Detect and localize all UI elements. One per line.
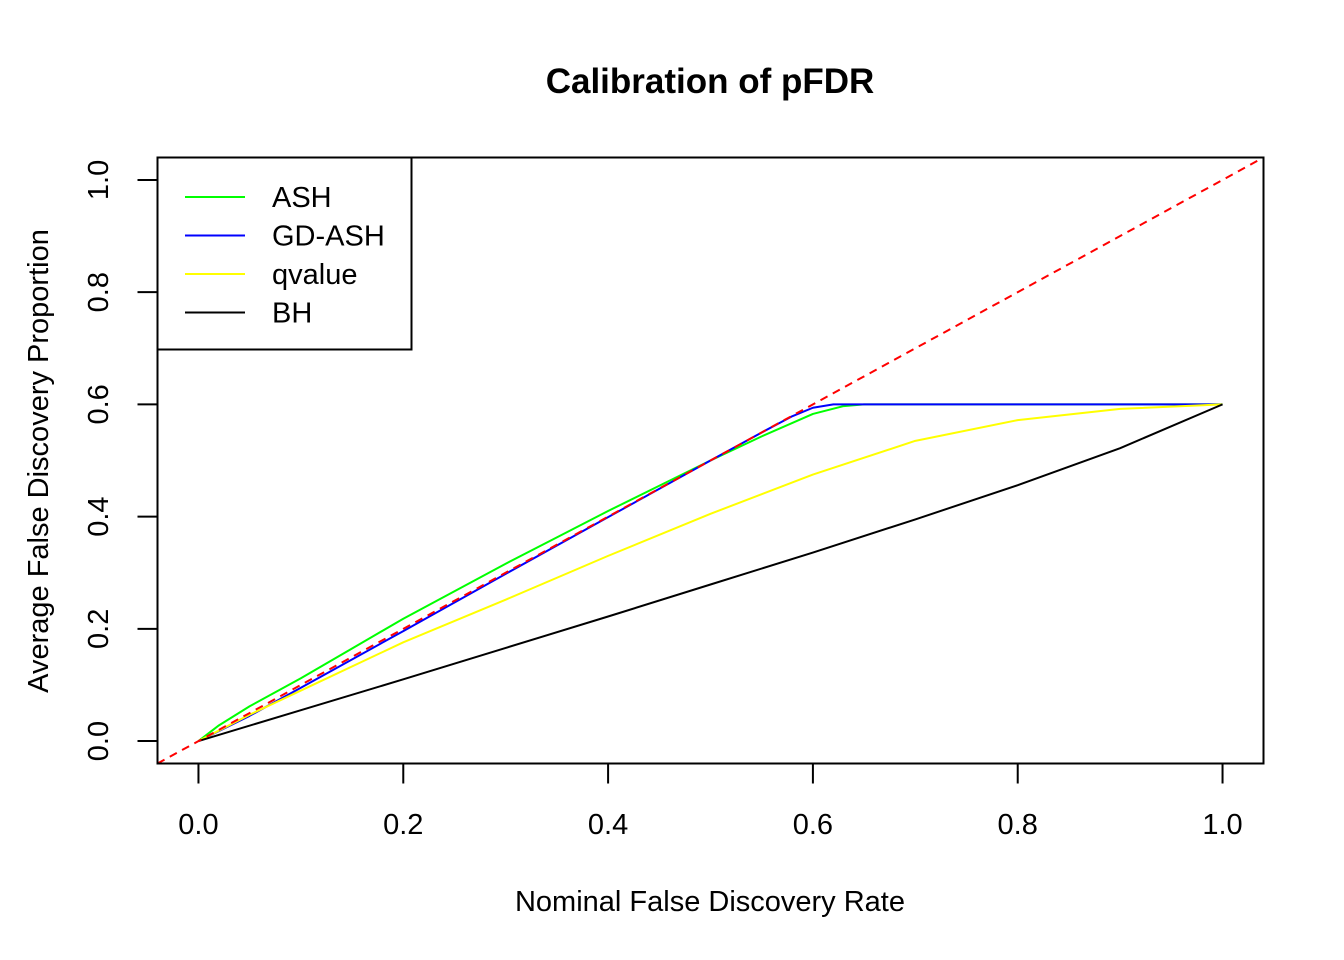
series-line-gd-ash: [198, 403, 1223, 742]
legend-box: [156, 156, 413, 351]
x-axis-label: Nominal False Discovery Rate: [515, 886, 905, 918]
y-tick-label: 0.8: [83, 272, 115, 312]
y-axis-label: Average False Discovery Proportion: [23, 229, 55, 693]
x-tick-label: 0.2: [383, 809, 423, 841]
chart-title: Calibration of pFDR: [546, 62, 875, 101]
y-tick-label: 0.0: [83, 721, 115, 761]
legend: ASH GD-ASH qvalue BH: [156, 156, 413, 351]
y-tick-label: 1.0: [83, 160, 115, 200]
x-tick-label: 1.0: [1202, 809, 1242, 841]
series-layer: [197, 403, 1223, 743]
y-tick-label: 0.6: [83, 384, 115, 424]
series-line-qvalue: [198, 403, 1223, 742]
x-tick-label: 0.8: [998, 809, 1038, 841]
legend-label: ASH: [272, 182, 332, 214]
series-line-bh: [198, 403, 1223, 743]
x-tick-label: 0.0: [178, 809, 218, 841]
legend-label: qvalue: [272, 259, 357, 291]
x-tick-label: 0.6: [793, 809, 833, 841]
reference-diagonal-line: [157, 157, 1264, 764]
reference-line-layer: [157, 157, 1264, 764]
legend-label: GD-ASH: [272, 221, 385, 253]
x-axis: 0.0 0.2 0.4 0.6 0.8 1.0: [178, 762, 1243, 841]
x-tick-label: 0.4: [588, 809, 628, 841]
y-axis: 0.0 0.2 0.4 0.6 0.8 1.0: [83, 160, 159, 761]
series-line-ash: [197, 403, 1223, 742]
y-tick-label: 0.4: [83, 496, 115, 536]
legend-label: BH: [272, 298, 312, 330]
y-tick-label: 0.2: [83, 609, 115, 649]
